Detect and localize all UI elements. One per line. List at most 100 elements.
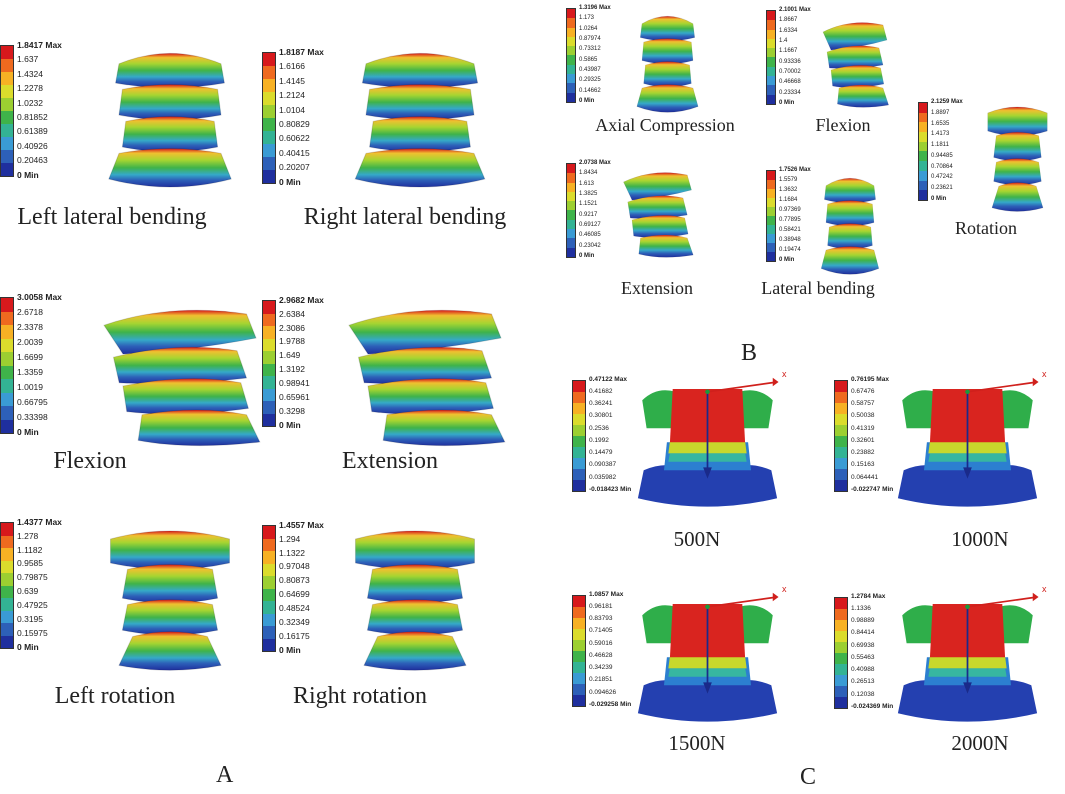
legend-tick-value: 0.67476 (851, 387, 875, 395)
legend-max-value: 1.7526 Max (779, 167, 811, 173)
legend-color-bar (766, 170, 776, 262)
case-caption: Axial Compression (595, 115, 735, 135)
case-caption: 1500N (668, 731, 726, 755)
legend-tick-value: 2.6384 (279, 308, 305, 319)
legend-tick-value: 0.46085 (579, 232, 601, 239)
legend-tick-value: 1.4 (779, 38, 788, 44)
legend-tick-value: 0.58421 (779, 227, 801, 233)
legend-color-bar (834, 597, 848, 709)
legend-tick-value: 0.71405 (589, 627, 613, 635)
spine-model-render (108, 53, 232, 188)
legend-tick-value: 0.50038 (851, 412, 875, 420)
legend-max-value: 2.0738 Max (579, 160, 611, 166)
legend-tick-value: 0.9217 (579, 211, 598, 218)
panel-label-c: C (800, 764, 817, 790)
legend-tick-value: 0.69127 (579, 222, 601, 228)
legend-tick-value: 1.2278 (17, 83, 43, 94)
axis-x-marker: x (782, 369, 787, 379)
legend-tick-value: 0.40415 (279, 147, 310, 158)
legend-color-bar (572, 380, 586, 492)
spine-model-render (623, 172, 694, 258)
legend-min-value: 0 Min (17, 169, 39, 180)
legend-max-value: 0.76195 Max (851, 375, 889, 383)
legend-tick-value: 0.23882 (851, 449, 875, 457)
legend-tick-value: 0.32349 (279, 616, 310, 627)
legend-tick-value: 0.97048 (279, 561, 310, 572)
case-caption: Extension (621, 278, 693, 298)
legend-min-value: 0 Min (279, 176, 301, 187)
legend-min-value: 0 Min (17, 426, 39, 437)
legend-tick-value: 1.637 (17, 54, 39, 65)
axis-x-marker: x (782, 584, 787, 594)
legend-tick-value: 0.73312 (579, 46, 601, 53)
legend-tick-value: 0.23334 (779, 89, 801, 96)
legend-color-bar (918, 102, 928, 201)
legend-tick-value: 0.9585 (17, 558, 43, 569)
legend-tick-value: 2.0039 (17, 336, 43, 347)
legend-tick-value: 0.70864 (931, 163, 953, 170)
case-caption: Extension (342, 448, 438, 474)
legend-tick-value: 0.639 (17, 586, 39, 597)
case-caption: Right lateral bending (303, 204, 507, 230)
legend-tick-value: 1.1336 (851, 604, 871, 612)
legend-tick-value: 0.23042 (579, 242, 601, 249)
legend-tick-value: 0.80829 (279, 118, 310, 129)
legend-max-value: 3.0058 Max (17, 291, 62, 302)
legend-tick-value: 1.3192 (279, 364, 305, 375)
legend-tick-value: 0.3298 (279, 405, 305, 416)
legend-max-value: 0.47122 Max (589, 375, 627, 383)
legend-tick-value: 0.83793 (589, 615, 613, 623)
legend-tick-value: 1.1667 (779, 48, 798, 55)
legend-tick-value: 0.55463 (851, 653, 875, 661)
legend-tick-value: 1.294 (279, 533, 301, 544)
case-caption: Flexion (815, 115, 871, 135)
legend-tick-value: 0.81852 (17, 111, 48, 122)
legend-min-value: 0 Min (579, 98, 595, 104)
legend-min-value: 0 Min (17, 641, 39, 652)
case-caption: 2000N (951, 731, 1009, 755)
legend-tick-value: 1.6334 (779, 27, 798, 34)
legend-tick-value: 1.1521 (579, 201, 598, 208)
legend-tick-value: 0.46668 (779, 79, 801, 86)
legend-tick-value: 0.34239 (589, 664, 613, 672)
legend-tick-value: 1.649 (279, 350, 301, 361)
legend-tick-value: 0.65961 (279, 391, 310, 402)
color-legend: 1.4557 Max 1.294 1.1322 0.97048 0.80873 0.646… (262, 521, 359, 655)
legend-max-value: 1.2784 Max (851, 592, 886, 600)
legend-min-value: 0 Min (279, 644, 301, 655)
legend-tick-value: 1.4145 (279, 75, 305, 86)
legend-color-bar (766, 10, 776, 105)
spine-model-render (109, 530, 231, 671)
legend-tick-value: 0.5865 (579, 56, 598, 63)
legend-max-value: 2.1259 Max (931, 99, 963, 105)
axis-x-marker: x (1042, 369, 1047, 379)
load-arrow-x-axis (707, 596, 778, 608)
legend-tick-value: 0.26513 (851, 678, 875, 686)
case-caption: Rotation (955, 218, 1017, 238)
legend-tick-value: 0.21851 (589, 676, 613, 684)
color-legend: 2.0738 Max 1.8434 1.613 1.3825 1.1521 0.9217 0… (566, 160, 659, 259)
legend-tick-value: 1.1182 (17, 544, 43, 555)
legend-min-value: 0 Min (579, 253, 595, 259)
axis-x-marker: x (1042, 584, 1047, 594)
legend-tick-value: 1.4324 (17, 68, 43, 79)
color-legend: 2.1259 Max 1.8897 1.6535 1.4173 1.1811 0.9448… (918, 99, 1011, 202)
case-caption: 500N (673, 527, 721, 551)
legend-tick-value: 0.36241 (589, 400, 613, 408)
case-caption: Right rotation (293, 683, 427, 709)
legend-max-value: 1.8187 Max (279, 46, 324, 57)
legend-min-value: 0 Min (779, 257, 795, 263)
legend-tick-value: 0.94485 (931, 152, 953, 159)
legend-tick-value: 0.14479 (589, 449, 613, 457)
case-caption: 1000N (951, 527, 1009, 551)
legend-tick-value: 1.173 (579, 15, 595, 22)
spine-model-render (987, 106, 1048, 212)
legend-min-value: 0 Min (779, 100, 795, 106)
legend-min-value: 0 Min (279, 419, 301, 430)
color-legend: 1.7526 Max 1.5579 1.3632 1.1684 0.97369 0.778… (766, 167, 859, 263)
legend-tick-value: 0.33398 (17, 411, 48, 422)
legend-min-value: -0.029258 Min (589, 700, 632, 708)
panel-label-a: A (216, 762, 234, 788)
legend-tick-value: 0.14662 (579, 87, 601, 94)
legend-tick-value: 0.59016 (589, 639, 613, 647)
